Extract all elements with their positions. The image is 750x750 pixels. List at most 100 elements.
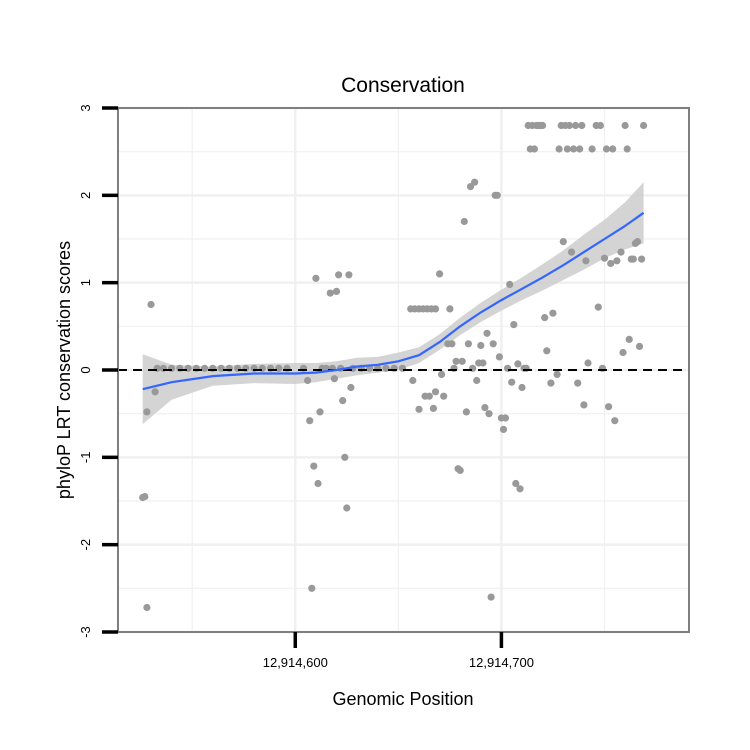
data-point-148 (621, 121, 629, 130)
data-point-89 (489, 340, 497, 348)
data-point-109 (530, 145, 539, 153)
data-point-129 (576, 145, 584, 153)
y-tick-label-4: 1 (78, 279, 93, 286)
data-point-41 (343, 504, 351, 512)
smooth-line-group (142, 211, 645, 391)
y-tick-label-6: 3 (78, 104, 93, 111)
data-point-139 (600, 254, 609, 262)
data-point-28 (312, 274, 320, 282)
data-point-114 (541, 314, 549, 322)
data-point-74 (458, 357, 466, 365)
data-point-147 (619, 348, 627, 357)
data-point-65 (438, 370, 446, 378)
y-tick-label-1: -2 (78, 539, 93, 551)
data-point-131 (580, 401, 588, 409)
data-point-124 (565, 121, 574, 130)
data-point-149 (623, 145, 631, 153)
data-point-85 (481, 404, 489, 412)
data-point-102 (516, 485, 524, 493)
y-tick-label-5: 2 (78, 192, 93, 199)
data-point-95 (501, 414, 510, 422)
data-point-87 (485, 410, 493, 418)
data-point-1 (141, 493, 149, 501)
smooth-line (142, 211, 645, 391)
data-point-37 (335, 271, 343, 279)
data-point-84 (479, 359, 487, 367)
data-point-137 (596, 121, 605, 130)
data-point-27 (310, 462, 318, 470)
data-point-63 (431, 388, 440, 396)
data-point-134 (588, 145, 596, 153)
data-point-125 (567, 248, 576, 256)
y-tick-label-0: -3 (78, 626, 93, 638)
data-point-133 (584, 359, 592, 367)
data-point-64 (436, 270, 444, 278)
data-point-155 (635, 342, 644, 350)
data-point-128 (574, 379, 582, 387)
data-point-136 (594, 303, 602, 311)
data-point-58 (409, 376, 417, 385)
data-point-152 (629, 255, 637, 263)
data-point-121 (559, 238, 567, 246)
data-point-29 (314, 479, 322, 488)
data-point-99 (510, 321, 518, 329)
data-point-75 (460, 217, 468, 226)
data-point-76 (462, 408, 470, 416)
data-points (139, 121, 648, 612)
data-point-77 (464, 340, 472, 348)
y-tick-label-3: 0 (78, 366, 93, 373)
data-point-130 (578, 121, 586, 130)
data-point-140 (602, 145, 611, 153)
data-point-43 (347, 383, 355, 392)
data-point-57 (431, 305, 440, 313)
data-point-92 (495, 353, 503, 361)
data-point-132 (582, 257, 590, 265)
data-point-146 (617, 248, 625, 256)
data-point-98 (508, 378, 516, 386)
y-tick-label-2: -1 (78, 452, 93, 464)
data-point-25 (306, 417, 314, 425)
data-point-40 (341, 453, 349, 461)
data-point-83 (477, 341, 485, 350)
data-point-101 (514, 360, 522, 368)
data-point-118 (553, 370, 561, 378)
data-point-12 (201, 364, 209, 372)
data-point-68 (446, 305, 454, 313)
axes: -3 -2 -1 0 1 2 3 12,914,600 12,914,700 (78, 104, 534, 670)
data-point-69 (448, 340, 456, 348)
data-point-117 (549, 309, 557, 317)
data-point-48 (382, 364, 390, 372)
data-point-157 (640, 121, 648, 130)
data-point-26 (308, 584, 316, 592)
data-point-86 (483, 329, 491, 337)
data-point-35 (330, 375, 338, 383)
data-point-142 (607, 259, 615, 268)
data-point-33 (326, 289, 334, 297)
data-point-119 (555, 145, 563, 153)
data-point-36 (332, 287, 341, 295)
data-point-42 (345, 271, 353, 279)
x-axis-title: Genomic Position (332, 689, 473, 709)
data-point-143 (609, 145, 617, 153)
data-point-4 (147, 300, 155, 309)
data-point-103 (518, 383, 526, 392)
data-point-30 (316, 408, 324, 416)
data-point-154 (633, 238, 642, 246)
y-axis-title: phyloP LRT conservation scores (54, 241, 74, 499)
confidence-band-group (142, 182, 644, 425)
data-point-156 (638, 255, 646, 263)
data-point-66 (440, 392, 448, 400)
data-point-116 (547, 379, 555, 387)
data-point-127 (572, 121, 580, 130)
data-point-14 (217, 364, 225, 372)
data-point-62 (429, 404, 437, 412)
data-point-88 (487, 593, 495, 601)
data-point-113 (539, 121, 547, 130)
data-point-91 (493, 191, 501, 199)
x-tick-label-1: 12,914,700 (469, 655, 534, 670)
data-point-115 (543, 347, 551, 355)
data-point-144 (611, 417, 619, 425)
data-point-97 (506, 280, 514, 288)
